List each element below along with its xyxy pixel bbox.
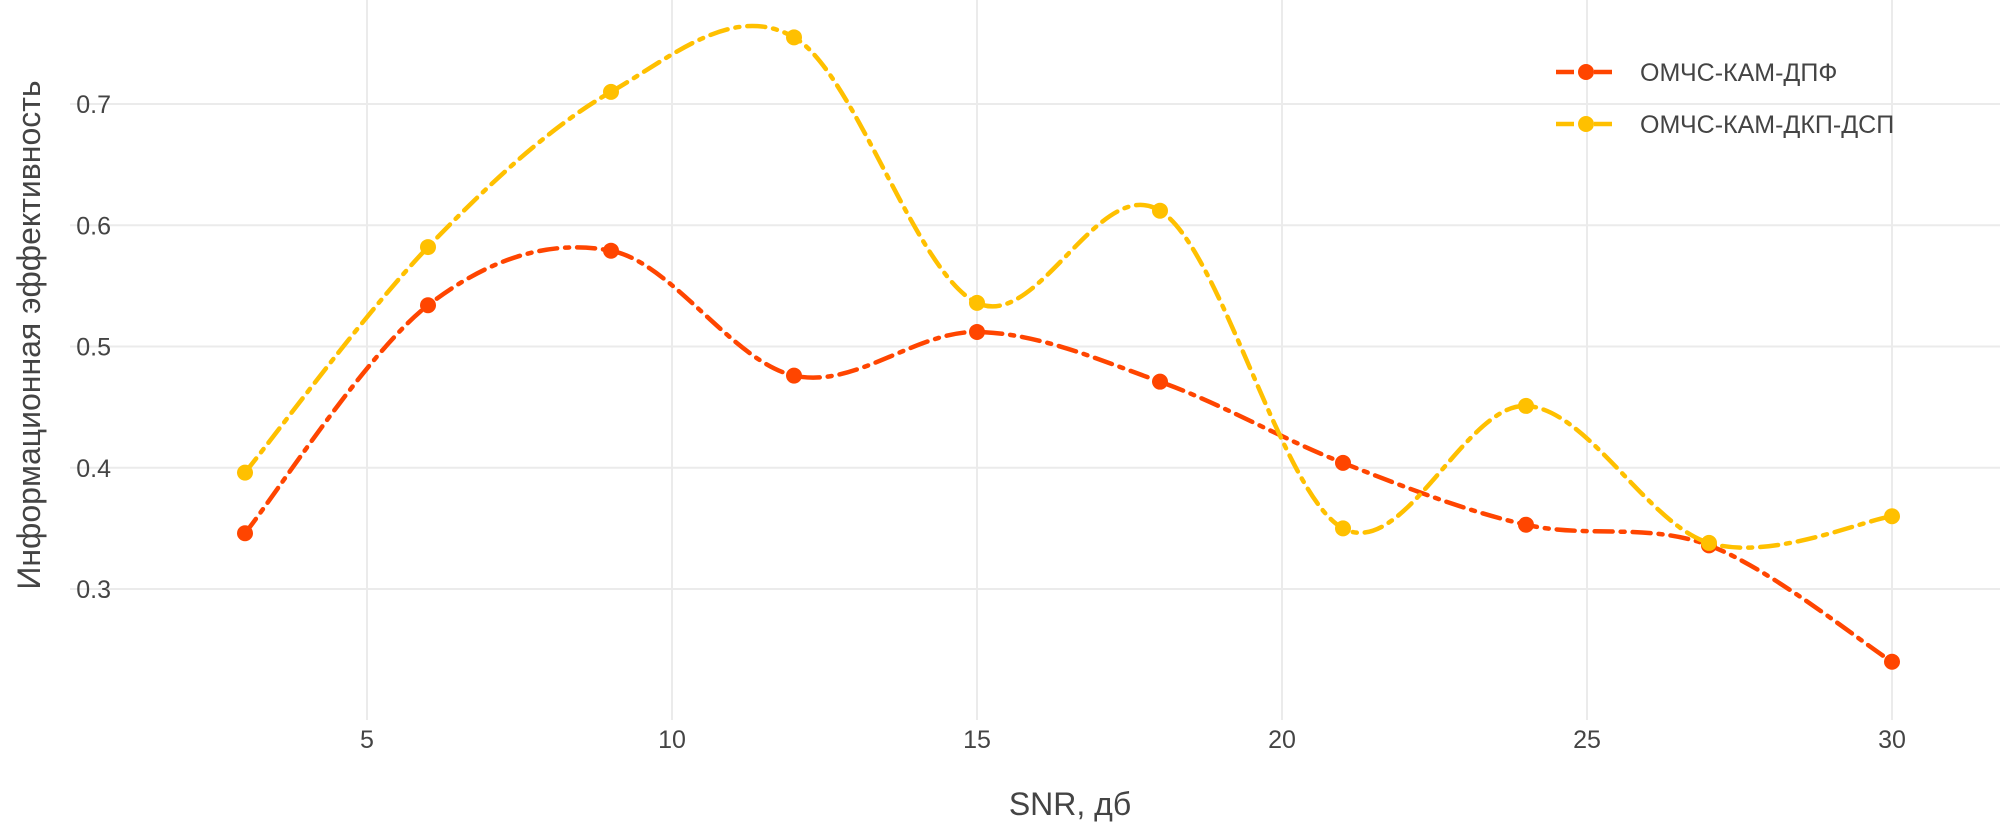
y-tick-label: 0.3 (76, 576, 111, 604)
legend[interactable]: ОМЧС-КАМ-ДПФ ОМЧС-КАМ-ДКП-ДСП (1556, 59, 1894, 139)
x-tick-label: 5 (360, 726, 374, 754)
data-point-dkp-dsp[interactable] (969, 294, 985, 311)
data-point-dpf[interactable] (1152, 373, 1168, 390)
data-point-dpf[interactable] (969, 323, 985, 340)
data-point-dkp-dsp[interactable] (1884, 508, 1900, 525)
data-point-dkp-dsp[interactable] (786, 29, 802, 46)
data-point-dkp-dsp[interactable] (1335, 520, 1351, 537)
data-point-dpf[interactable] (1335, 454, 1351, 471)
data-point-dpf[interactable] (1518, 516, 1534, 533)
data-point-dpf[interactable] (420, 297, 436, 314)
legend-swatch-marker (1578, 116, 1594, 132)
data-point-dpf[interactable] (786, 367, 802, 384)
x-tick-label: 15 (963, 726, 991, 754)
legend-item-dkp-dsp[interactable]: ОМЧС-КАМ-ДКП-ДСП (1556, 111, 1894, 139)
x-tick-label: 30 (1878, 726, 1906, 754)
legend-item-dpf[interactable]: ОМЧС-КАМ-ДПФ (1556, 59, 1837, 87)
series-line-dpf (242, 245, 1895, 664)
data-point-dpf[interactable] (237, 525, 253, 542)
x-tick-label: 20 (1268, 726, 1296, 754)
series-line-dkp-dsp (242, 23, 1895, 550)
legend-label: ОМЧС-КАМ-ДПФ (1640, 59, 1837, 87)
x-tick-label: 10 (658, 726, 686, 754)
data-point-dpf[interactable] (603, 242, 619, 259)
legend-label: ОМЧС-КАМ-ДКП-ДСП (1640, 111, 1894, 139)
data-point-dkp-dsp[interactable] (1701, 534, 1717, 551)
y-axis-title: Информационная эффективность (11, 80, 47, 589)
legend-swatch-marker (1578, 64, 1594, 80)
data-point-dpf[interactable] (1884, 653, 1900, 670)
y-tick-label: 0.4 (76, 455, 111, 483)
data-point-dkp-dsp[interactable] (1152, 202, 1168, 219)
x-tick-label: 25 (1573, 726, 1601, 754)
series-layer (237, 23, 1900, 670)
grid (70, 0, 2000, 720)
data-point-dkp-dsp[interactable] (1518, 397, 1534, 414)
y-tick-label: 0.6 (76, 212, 111, 240)
x-axis-title: SNR, дб (1009, 786, 1131, 822)
data-point-dkp-dsp[interactable] (420, 239, 436, 256)
data-point-dkp-dsp[interactable] (603, 83, 619, 100)
y-tick-label: 0.5 (76, 334, 111, 362)
data-point-dkp-dsp[interactable] (237, 464, 253, 481)
axis-ticks: 5 10 15 20 25 30 0.3 0.4 0.5 0.6 0.7 (76, 91, 1906, 754)
y-tick-label: 0.7 (76, 91, 111, 119)
